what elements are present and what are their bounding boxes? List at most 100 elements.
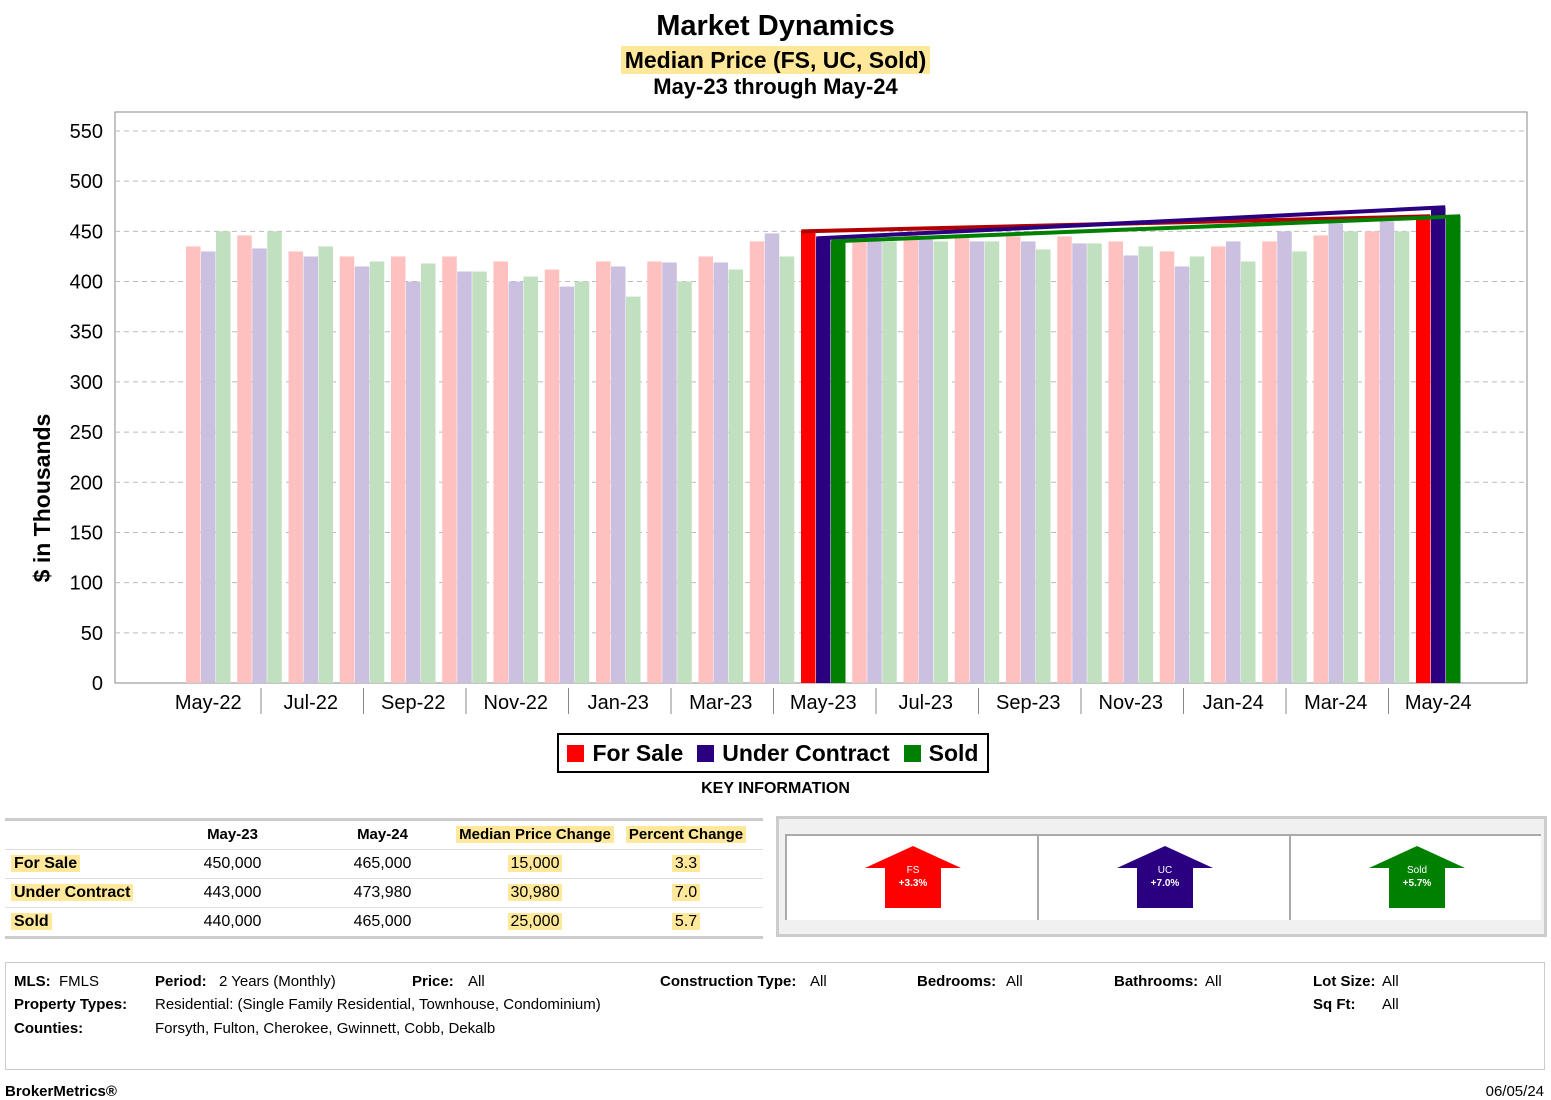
bar [1057, 236, 1072, 683]
bar-chart: 0 50 100 150 200 250 300 350 400 450 500 550 $ in Th… [29, 111, 1528, 714]
row-change: 30,980 [455, 879, 615, 907]
counties-label: Counties: [14, 1020, 84, 1037]
row-percent-text: 3.3 [671, 855, 701, 872]
bar [903, 233, 918, 683]
bar [457, 271, 472, 683]
bar [1241, 261, 1256, 683]
chart-subtitle: Median Price (FS, UC, Sold) [620, 46, 931, 74]
bar [677, 281, 692, 683]
bar [339, 256, 355, 683]
bar [1379, 221, 1395, 683]
chart-legend: For Sale Under Contract Sold [557, 733, 989, 773]
bar [918, 239, 933, 683]
arrow-percent: +5.7% [1403, 878, 1432, 889]
row-label-text: For Sale [11, 855, 81, 872]
x-tick-label: Nov-23 [1099, 692, 1163, 714]
table-header-row: May-23 May-24 Median Price Change Percen… [5, 821, 763, 850]
row-value-may-24: 465,000 [353, 913, 412, 930]
bar [801, 231, 816, 683]
bar [442, 256, 457, 683]
bar [216, 231, 231, 683]
arrow-label: UC [1158, 865, 1172, 876]
table-row-sold: Sold 440,000 465,000 25,000 5.7 [5, 908, 763, 939]
bar [1159, 251, 1175, 683]
bar [472, 271, 487, 683]
bar [1138, 246, 1153, 683]
bar [201, 251, 216, 683]
bar [267, 231, 282, 683]
row-change-text: 30,980 [507, 884, 563, 901]
arrow-percent: +7.0% [1151, 878, 1180, 889]
bar [1313, 235, 1328, 684]
x-tick-label: May-23 [790, 692, 857, 714]
construction-value: All [810, 973, 827, 990]
x-tick-label: May-22 [175, 692, 242, 714]
sqft-value: All [1382, 996, 1399, 1013]
bar [698, 256, 713, 683]
bar [318, 246, 333, 683]
bar [969, 241, 985, 683]
bar [816, 238, 831, 683]
legend-label-for-sale: For Sale [592, 739, 684, 766]
bar [1328, 223, 1343, 684]
row-change: 15,000 [455, 850, 615, 878]
row-percent: 7.0 [625, 879, 747, 907]
header-median-price-change: Median Price Change [455, 821, 615, 849]
row-label: Sold [11, 908, 52, 936]
key-info-title: KEY INFORMATION [701, 780, 850, 797]
table-row-for-sale: For Sale 450,000 465,000 15,000 3.3 [5, 850, 763, 879]
up-arrow-icon: UC +7.0% [1117, 846, 1213, 908]
key-info-table: May-23 May-24 Median Price Change Percen… [5, 818, 763, 939]
bar [1108, 241, 1123, 683]
x-tick-label: May-24 [1405, 692, 1472, 714]
bar [852, 236, 867, 683]
legend-swatch-sold [903, 744, 921, 762]
bar [1036, 249, 1051, 684]
row-change: 25,000 [455, 908, 615, 936]
row-percent: 5.7 [625, 908, 747, 936]
row-label-text: Sold [11, 913, 52, 930]
header-may-24: May-24 [357, 826, 408, 843]
bathrooms-label: Bathrooms: [1114, 973, 1199, 990]
bar [831, 241, 846, 683]
header-percent-change: Percent Change [625, 821, 747, 849]
row-label: For Sale [11, 850, 81, 878]
bar [303, 256, 318, 683]
header-median-price-change-text: Median Price Change [456, 826, 614, 843]
y-tick-label: 0 [92, 673, 103, 695]
bar [523, 276, 538, 683]
header-may-23: May-23 [207, 826, 258, 843]
bar [713, 262, 728, 683]
row-percent-text: 5.7 [671, 913, 701, 930]
bar [954, 236, 970, 683]
y-axis-label: $ in Thousands [29, 414, 55, 583]
bar [288, 251, 303, 683]
trend-line [831, 214, 1461, 244]
y-tick-label: 400 [70, 272, 103, 294]
bar [1087, 243, 1102, 683]
bar [1226, 241, 1241, 683]
bar [764, 233, 780, 683]
bar [647, 261, 662, 683]
bar [559, 286, 575, 683]
bar [421, 263, 436, 683]
sqft-label: Sq Ft: [1313, 996, 1356, 1013]
bar [1072, 243, 1087, 683]
x-tick-label: Mar-23 [689, 692, 752, 714]
y-tick-label: 350 [70, 322, 103, 344]
bar [596, 261, 611, 683]
bar [1021, 241, 1036, 683]
bar [728, 269, 743, 683]
bar [1364, 231, 1380, 683]
bar [493, 261, 508, 683]
arrow-panel-fs: FS +3.3% [785, 834, 1037, 920]
bar [1174, 266, 1190, 683]
change-arrows-box: FS +3.3% UC +7.0% Sold +5.7% [776, 816, 1547, 937]
lot-size-label: Lot Size: [1313, 973, 1376, 990]
title-block: Market Dynamics Median Price (FS, UC, So… [0, 8, 1551, 100]
header-percent-change-text: Percent Change [625, 826, 747, 843]
row-percent-text: 7.0 [671, 884, 701, 901]
arrow-panel-sold: Sold +5.7% [1289, 834, 1541, 920]
table-top-rule [5, 818, 763, 821]
bar [574, 281, 590, 683]
